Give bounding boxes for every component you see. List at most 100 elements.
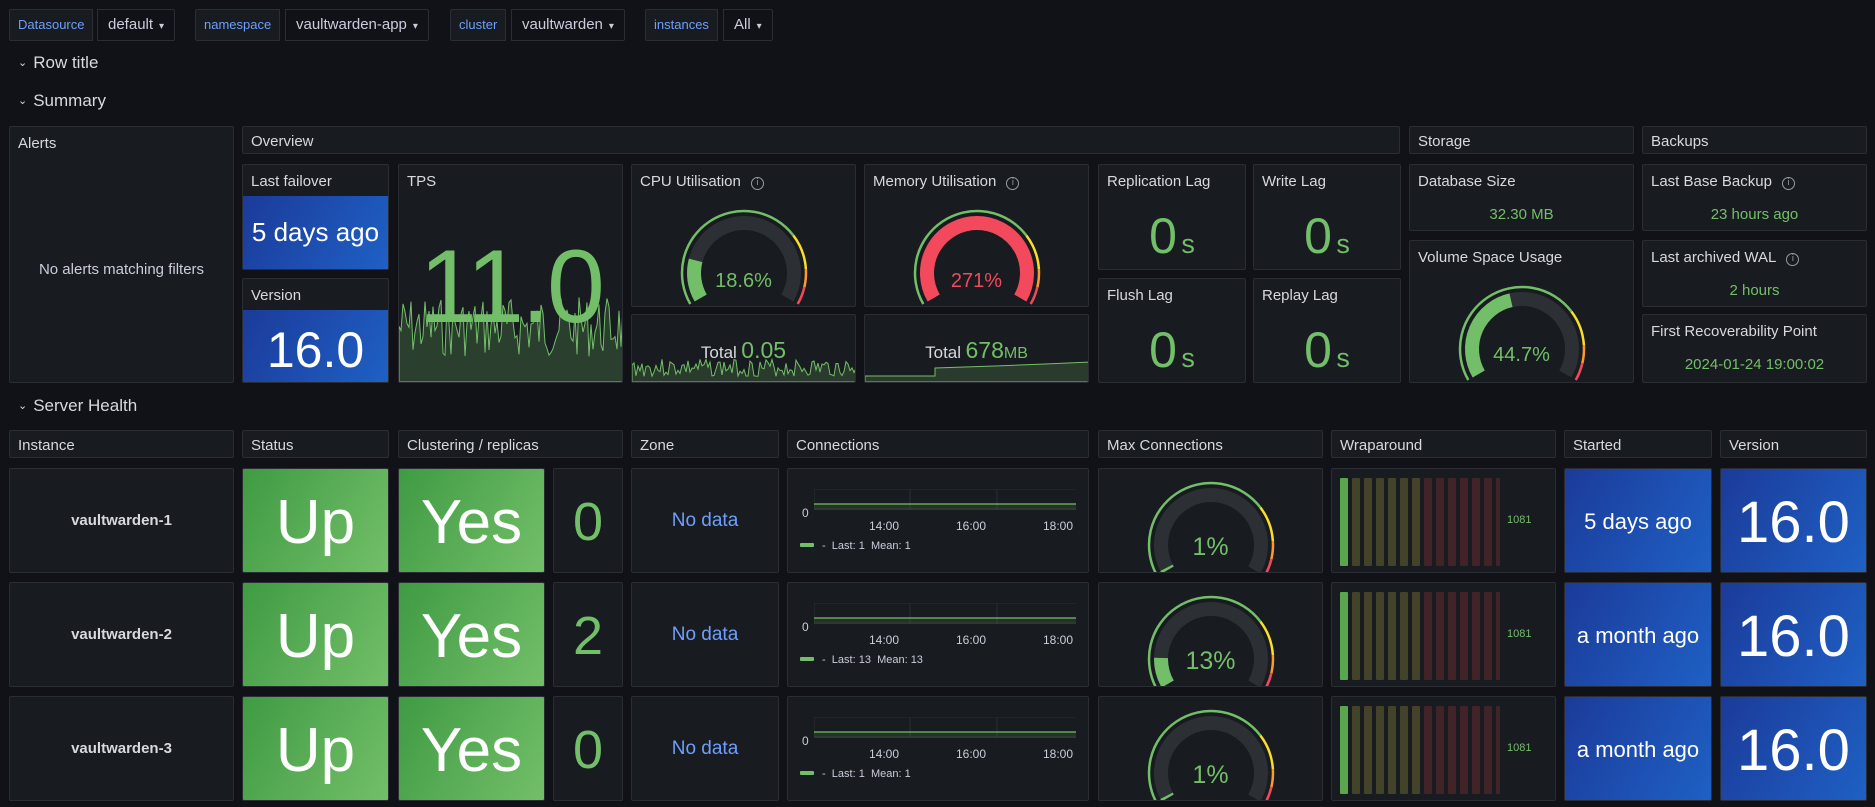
replicas-value: 2 [572,606,604,666]
panel-title: Volume Space Usage [1418,249,1563,266]
wraparound-cell-bar [1352,592,1360,680]
grid-lines [814,603,1076,624]
version-header: Version [1720,430,1867,458]
memory-gauge-value: 271% [950,270,1003,292]
status-cell: Up [242,468,389,573]
info-icon[interactable]: i [750,177,764,190]
wraparound-cell-bar [1364,706,1372,794]
status-cell: Up [242,696,389,801]
max-connections-cell: 1% [1098,696,1323,801]
panel-title: Memory Utilisation i [873,173,1020,190]
instance-name: vaultwarden-2 [71,626,172,643]
info-icon[interactable]: i [1786,253,1800,266]
gauge-threshold [1025,234,1041,270]
gauge-threshold [1581,345,1586,364]
x-tick-label: 16:00 [956,519,987,533]
max-connections-gauge [1147,481,1275,572]
wraparound-cell-bar [1436,478,1444,566]
cpu-gauge-value: 18.6% [715,270,772,292]
replay-lag-panel: Replay Lag 0 s [1253,278,1401,383]
flush-lag-value: 0 s [1149,322,1195,378]
memory-total-panel: Total 678MB [864,314,1089,383]
panel-title: Last failover [251,173,332,190]
instances-select[interactable]: All ▾ [723,9,773,41]
y-tick-label: 0 [802,506,809,520]
gauge-threshold [1259,506,1275,542]
x-tick-label: 18:00 [1043,633,1074,647]
wraparound-cell: 1081 [1331,582,1556,687]
row-toggle-summary[interactable]: ⌄ Summary [18,91,106,111]
datasource-label: Datasource [9,9,94,41]
wraparound-value: 1081 [1507,514,1532,526]
status-cell: Up [242,582,389,687]
tps-sparkline [399,297,622,382]
row-title-label: Server Health [33,396,138,415]
panel-title: Connections [796,437,880,454]
info-icon[interactable]: i [1781,177,1795,190]
memory-utilisation-panel: Memory Utilisation i 271% [864,164,1089,307]
first-recoverability-panel: First Recoverability Point 2024-01-24 19… [1642,314,1867,383]
alerts-panel: Alerts No alerts matching filters [9,126,234,383]
wraparound-cell-bar [1376,706,1384,794]
connections-legend[interactable]: - Last: 1 Mean: 1 [800,768,911,780]
gauge-threshold [1270,655,1275,674]
write-lag-panel: Write Lag 0 s [1253,164,1401,270]
gauge-threshold [1458,285,1573,381]
wraparound-cell-bar [1460,706,1468,794]
wraparound-cell-bar [1436,706,1444,794]
wraparound-cell-bar [1364,592,1372,680]
panel-title: Zone [640,437,675,454]
wraparound-cell-bar [1376,478,1384,566]
chevron-down-icon: ▾ [159,21,165,32]
version-value: 16.0 [266,322,365,378]
connections-legend[interactable]: - Last: 1 Mean: 1 [800,540,911,552]
row-toggle-server-health[interactable]: ⌄ Server Health [18,396,137,416]
max-connections-value: 1% [1192,533,1229,561]
panel-title: CPU Utilisation i [640,173,764,190]
memory-gauge [913,209,1041,305]
panel-title: First Recoverability Point [1651,323,1817,340]
y-tick-label: 0 [802,734,809,748]
wraparound-cell-bar [1400,706,1408,794]
connections-plot [814,603,1076,624]
wraparound-cell-bar [1424,592,1432,680]
replication-lag-value: 0 s [1149,208,1195,264]
row-toggle-row-title[interactable]: ⌄ Row title [18,53,98,73]
panel-title: Last archived WAL i [1651,249,1800,266]
panel-title: Overview [251,133,314,150]
panel-title: TPS [407,173,437,190]
chevron-down-icon: ▾ [608,21,614,32]
x-tick-label: 16:00 [956,747,987,761]
max-connections-value: 13% [1185,647,1236,675]
panel-title: Database Size [1418,173,1516,190]
volume-space-usage-panel: Volume Space Usage 44.7% [1409,240,1634,383]
started-cell: a month ago [1564,582,1712,687]
info-icon[interactable]: i [1006,177,1020,190]
gauge-threshold [792,234,808,270]
series-swatch [800,543,814,547]
zone-no-data: No data [671,510,739,531]
started-header: Started [1564,430,1712,458]
replicas-value: 0 [572,492,604,552]
wraparound-bargauge [1340,706,1500,794]
last-failover-panel: Last failover 5 days ago [242,164,389,270]
gauge-threshold [803,269,808,288]
last-base-backup-value: 23 hours ago [1710,206,1799,223]
wraparound-cell-bar [1352,706,1360,794]
wraparound-cell-bar [1376,592,1384,680]
cpu-utilisation-panel: CPU Utilisation i 18.6% [631,164,856,307]
max-connections-gauge [1147,709,1275,800]
connections-plot [814,717,1076,738]
x-tick-label: 18:00 [1043,747,1074,761]
namespace-select[interactable]: vaultwarden-app ▾ [285,9,429,41]
instance-name: vaultwarden-1 [71,512,172,529]
max-connections-value: 1% [1192,761,1229,789]
connections-legend[interactable]: - Last: 13 Mean: 13 [800,654,923,666]
wraparound-cell-bar [1340,592,1348,680]
gauge-threshold [1029,286,1039,305]
panel-title: Alerts [18,135,57,152]
datasource-select[interactable]: default ▾ [97,9,176,41]
clustering-header: Clustering / replicas [398,430,623,458]
started-value: a month ago [1576,737,1700,762]
cluster-select[interactable]: vaultwarden ▾ [511,9,625,41]
